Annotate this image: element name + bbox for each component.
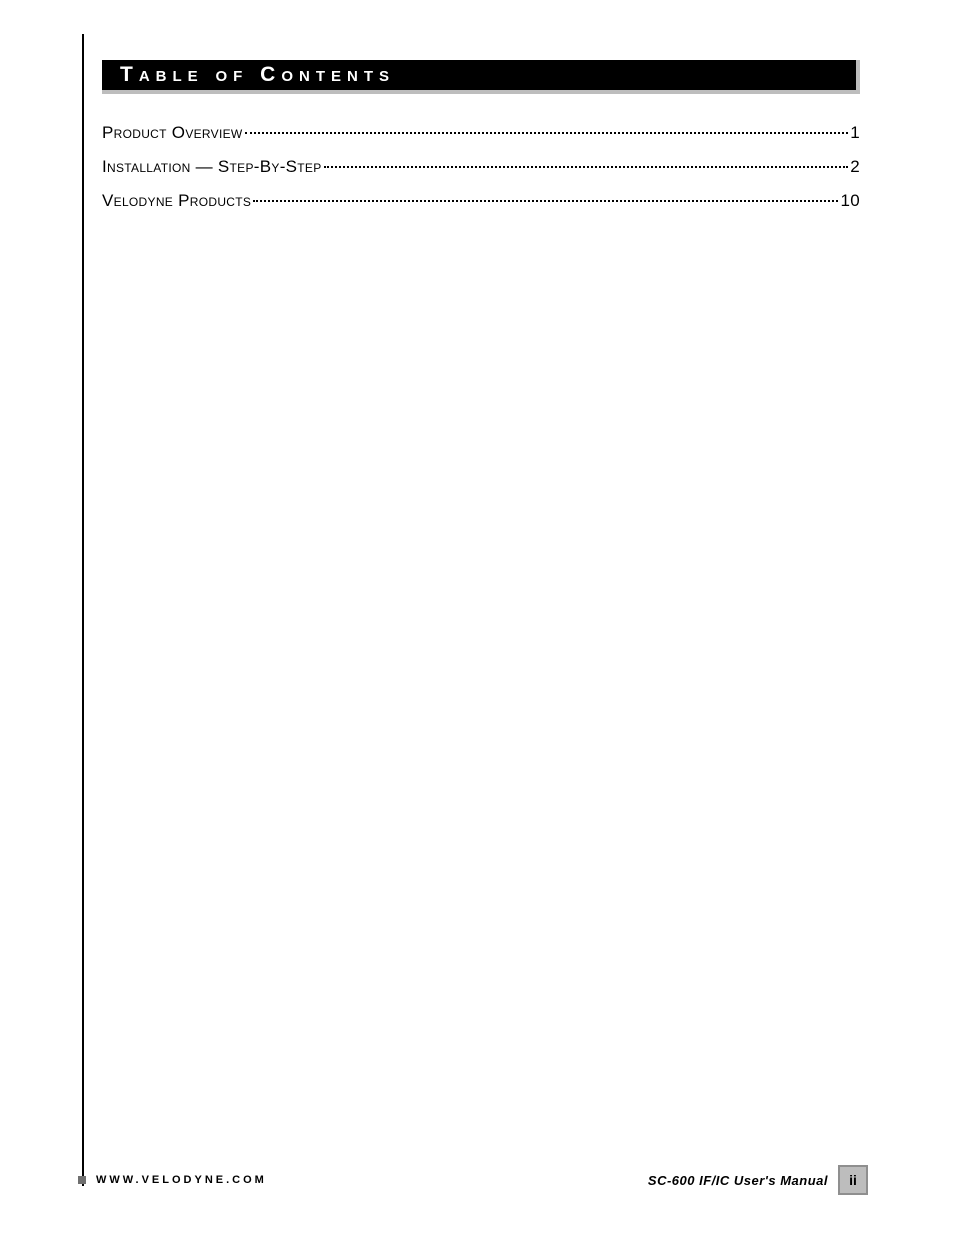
- toc-label: Product Overview: [102, 116, 243, 150]
- page-number: ii: [849, 1172, 857, 1188]
- heading-text: Table of Contents: [120, 63, 395, 87]
- page-number-badge: ii: [838, 1165, 868, 1195]
- toc-page-number: 2: [850, 150, 860, 184]
- toc-label: Installation — Step-By-Step: [102, 150, 322, 184]
- toc-label: Velodyne Products: [102, 184, 251, 218]
- toc-row: Velodyne Products 10: [102, 184, 860, 218]
- footer-right: SC-600 IF/IC User's Manual ii: [648, 1165, 868, 1195]
- content-area: Table of Contents Product Overview 1 Ins…: [102, 60, 860, 218]
- footer-url: www.velodyne.com: [96, 1174, 267, 1186]
- toc-dots: [245, 121, 849, 134]
- toc-row: Installation — Step-By-Step 2: [102, 150, 860, 184]
- vertical-rule: [82, 34, 84, 1186]
- toc-page-number: 10: [840, 184, 860, 218]
- toc-dots: [324, 155, 849, 168]
- document-page: Table of Contents Product Overview 1 Ins…: [0, 0, 954, 1235]
- heading-bar: Table of Contents: [102, 60, 860, 94]
- toc-page-number: 1: [850, 116, 860, 150]
- toc-dots: [253, 189, 838, 202]
- manual-title: SC-600 IF/IC User's Manual: [648, 1173, 828, 1188]
- footer-left: www.velodyne.com: [78, 1174, 267, 1186]
- footer: www.velodyne.com SC-600 IF/IC User's Man…: [78, 1165, 868, 1195]
- toc-row: Product Overview 1: [102, 116, 860, 150]
- bullet-square-icon: [78, 1176, 86, 1184]
